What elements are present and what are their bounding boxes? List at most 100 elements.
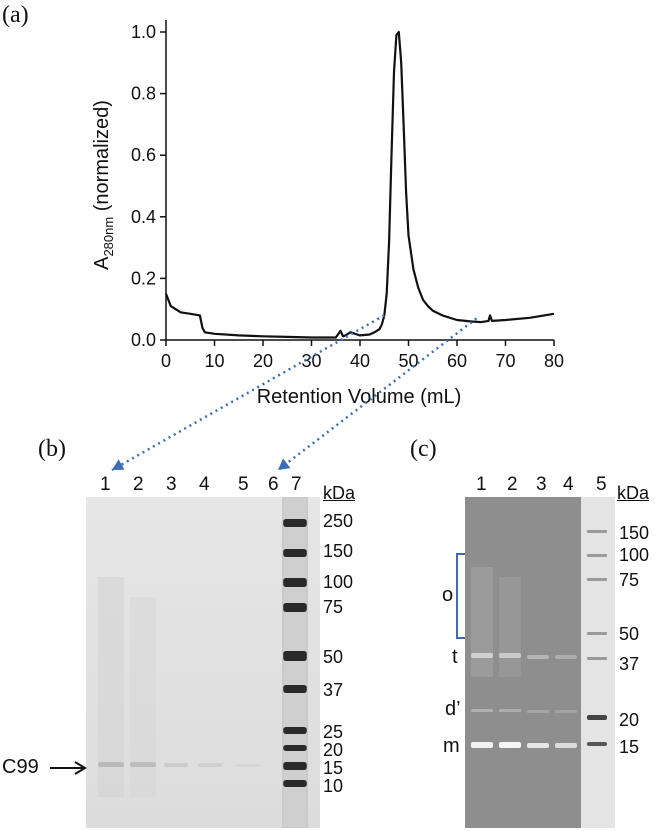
gel-c-marker-100: 100 [619,545,650,565]
panel-label-b: (b) [38,436,66,462]
gel-c-ladder-150 [587,530,607,533]
y-axis-label: A280nm (normalized) [91,100,116,270]
gel-b-lane-1: 1 [100,474,111,495]
x-tick-label: 10 [204,351,224,371]
gel-b-lane-4: 4 [199,474,210,495]
gel-b-marker-75: 75 [323,597,344,617]
c99-arrow-icon [50,761,87,775]
gel-b-lane-5: 5 [238,474,249,495]
gel-c-lane-1: 1 [476,474,487,495]
gel-c-lane-3: 3 [536,474,547,495]
gel-c-m-band-4 [555,743,577,748]
y-axis-label-main: A [91,256,113,270]
ladder-band-50 [283,651,307,661]
gel-c-lane-4: 4 [563,474,574,495]
gel-c-ladder-50 [587,632,607,635]
series-line-a280 [164,30,555,339]
gel-b-lane-6: 6 [268,474,279,495]
gel-c-lane-5: 5 [596,474,607,495]
gel-b-c99-band-1 [98,762,124,767]
gel-c-d-band-3 [527,710,549,713]
ladder-band-25 [283,727,307,734]
gel-c-ladder-bands [587,530,607,746]
gel-c-ladder-37 [587,657,607,660]
gel-c-marker-15: 15 [619,737,640,757]
gel-b-marker-37: 37 [323,680,344,700]
y-axis-label-sub: 280nm [101,217,116,257]
gel-c-ladder-100 [587,554,607,557]
gel-b-kda-header: kDa [323,483,356,503]
gel-b-marker-25: 25 [323,722,344,742]
gel-c-ladder-15 [587,742,607,746]
gel-b-marker-15: 15 [323,758,344,778]
gel-b-c99-band-4 [198,763,222,767]
x-tick-label: 70 [495,351,515,371]
gel-b-marker-20: 20 [323,740,344,760]
ladder-band-250 [283,519,307,527]
ladder-band-10 [283,780,307,787]
species-label-t: t [452,646,458,668]
ladder-band-75 [283,603,307,612]
species-label-m: m [443,735,460,757]
gel-c-m-band-3 [527,743,549,748]
x-tick-label: 20 [253,351,273,371]
x-tick-label: 60 [447,351,467,371]
fraction-arrow-head [278,458,291,470]
gel-c-marker-50: 50 [619,624,640,644]
gel-b-marker-10: 10 [323,776,344,796]
panel-label-a: (a) [2,2,29,28]
x-axis-label: Retention Volume (mL) [257,386,462,408]
gel-b-ladder-outline [282,497,308,828]
gel-b-image [86,497,320,828]
gel-b-lane-2: 2 [133,474,144,495]
chromatogram-chart: 0 10 20 30 40 50 60 70 80 0.0 0.2 0.4 0.6 0.8 1.0 [131,20,564,371]
gel-b-c99-band-2 [130,762,156,767]
panel-label-c: (c) [410,436,437,462]
y-axis-label-rest: (normalized) [91,100,113,217]
y-tick-label: 0.6 [131,145,156,165]
gel-c-marker-20: 20 [619,710,640,730]
gel-c-t-band-3 [527,655,549,659]
gel-b-c99-band-3 [164,763,188,767]
y-tick-label: 1.0 [131,22,156,42]
ladder-band-20 [283,745,307,751]
ladder-band-100 [283,578,307,587]
gel-b-background [86,497,320,828]
gel-c-d-band-1 [471,709,493,712]
gel-b-c99-band-5 [236,764,260,767]
gel-c-kda-header: kDa [617,483,650,503]
gel-c-m-band-2 [499,742,521,748]
gel-c-marker-37: 37 [619,654,640,674]
gel-c-t-band-4 [555,655,577,659]
x-tick-label: 30 [301,351,321,371]
gel-b-ladder-bands [283,519,307,787]
fraction-arrow-head [112,459,125,470]
x-tick-label: 40 [350,351,370,371]
y-tick-label: 0.2 [131,268,156,288]
gel-b-smear-1 [98,577,124,797]
ladder-band-37 [283,685,307,693]
gel-c-ladder-region [581,497,615,828]
gel-b-ladder-lane [282,497,308,828]
gel-b-marker-50: 50 [323,647,344,667]
x-tick-label: 80 [544,351,564,371]
ladder-band-15 [283,762,307,770]
gel-c-t-band-1 [471,653,493,658]
gel-c-image [465,497,615,828]
gel-b-lane-3: 3 [166,474,177,495]
oligomer-bracket-icon [456,553,465,639]
gel-b-marker-250: 250 [323,511,354,531]
ladder-band-150 [283,549,307,557]
x-tick-label: 50 [398,351,418,371]
gel-c-marker-75: 75 [619,570,640,590]
gel-b-marker-150: 150 [323,541,354,561]
gel-b-marker-100: 100 [323,572,354,592]
species-label-d: d’ [445,698,461,720]
gel-c-m-band-1 [471,742,493,748]
fraction-arrows [111,314,478,472]
y-tick-label: 0.0 [131,330,156,350]
gel-b-lane-7: 7 [291,474,302,495]
gel-c-marker-150: 150 [619,523,650,543]
gel-c-smear-1 [471,567,493,677]
